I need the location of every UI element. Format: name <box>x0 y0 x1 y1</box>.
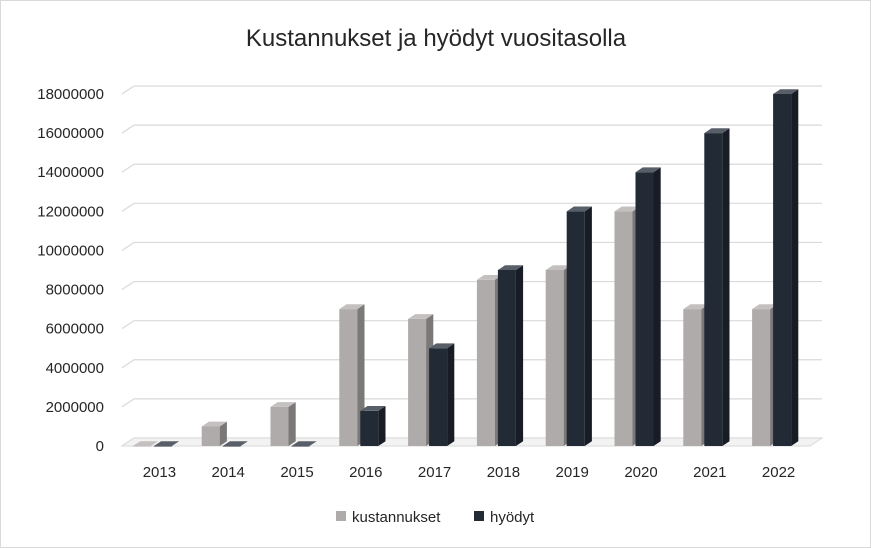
bar-hyödyt-2017 <box>429 343 455 446</box>
legend: kustannukset hyödyt <box>336 509 535 526</box>
y-tick-label: 16000000 <box>37 125 104 142</box>
bar-hyödyt-2015 <box>291 441 317 447</box>
x-tick-label: 2017 <box>418 464 451 481</box>
y-tick-label: 18000000 <box>37 86 104 103</box>
x-tick-label: 2015 <box>280 464 313 481</box>
bar-hyödyt-2013 <box>153 441 180 447</box>
bar-hyödyt-2014 <box>222 441 248 447</box>
x-tick-label: 2016 <box>349 464 382 481</box>
bar-hyödyt-2016 <box>360 406 386 446</box>
y-tick-label: 8000000 <box>46 282 104 299</box>
bars <box>132 89 799 447</box>
bar-kustannukset-2013 <box>132 441 159 447</box>
bar-hyödyt-2021 <box>704 128 730 447</box>
x-tick-label: 2021 <box>693 464 726 481</box>
bar-hyödyt-2020 <box>635 167 661 446</box>
gridline <box>121 359 822 369</box>
x-axis-ticks: 2013 2014 2015 2016 2017 2018 2019 2020 2021 2022 <box>143 464 796 481</box>
chart-title: Kustannukset ja hyödyt vuositasolla <box>246 25 627 52</box>
gridline <box>121 202 822 212</box>
y-tick-label: 10000000 <box>37 242 104 259</box>
bar-hyödyt-2018 <box>497 265 524 446</box>
bar-kustannukset-2015 <box>270 402 296 446</box>
gridline <box>121 124 822 134</box>
y-tick-label: 0 <box>96 438 104 455</box>
legend-swatch-hyodyt <box>474 511 484 521</box>
gridline <box>121 241 822 251</box>
x-tick-label: 2014 <box>212 464 245 481</box>
y-tick-label: 4000000 <box>46 360 104 377</box>
x-tick-label: 2022 <box>762 464 795 481</box>
y-tick-label: 2000000 <box>46 399 104 416</box>
gridline <box>121 280 822 291</box>
gridline <box>121 398 822 408</box>
x-tick-label: 2018 <box>487 464 520 481</box>
x-tick-label: 2020 <box>624 464 657 481</box>
bar-hyödyt-2022 <box>773 89 799 446</box>
legend-label-hyodyt: hyödyt <box>490 509 535 526</box>
legend-swatch-kustannukset <box>336 511 346 521</box>
legend-label-kustannukset: kustannukset <box>352 509 441 526</box>
bar-kustannukset-2014 <box>201 421 227 446</box>
y-tick-label: 6000000 <box>46 321 104 338</box>
gridline <box>121 320 822 330</box>
x-tick-label: 2019 <box>556 464 589 481</box>
gridline <box>121 163 822 173</box>
bar-hyödyt-2019 <box>566 206 592 446</box>
y-tick-label: 14000000 <box>37 164 104 181</box>
y-axis-ticks: 0 2000000 4000000 6000000 8000000 10000000 120… <box>37 86 104 455</box>
y-tick-label: 12000000 <box>37 203 104 220</box>
x-tick-label: 2013 <box>143 464 176 481</box>
gridline <box>121 85 822 95</box>
